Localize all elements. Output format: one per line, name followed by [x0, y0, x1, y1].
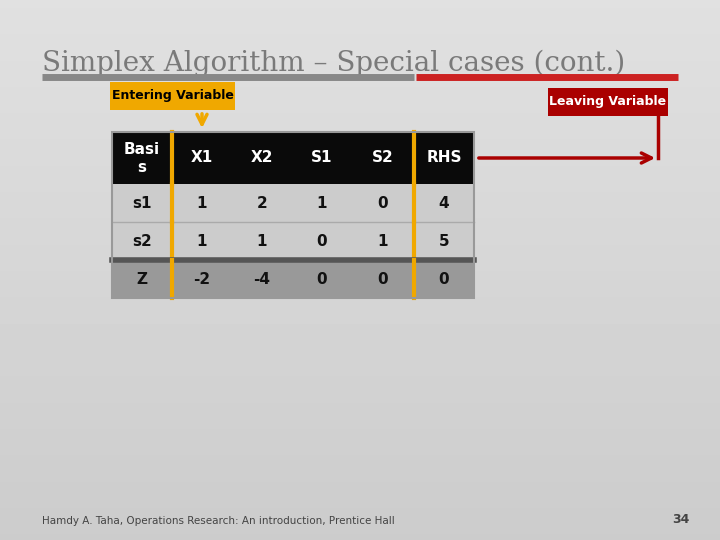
- Text: Hamdy A. Taha, Operations Research: An introduction, Prentice Hall: Hamdy A. Taha, Operations Research: An i…: [42, 516, 395, 526]
- Text: 0: 0: [317, 233, 328, 248]
- FancyBboxPatch shape: [110, 82, 235, 110]
- Text: S1: S1: [311, 151, 333, 165]
- Text: Entering Variable: Entering Variable: [112, 90, 233, 103]
- FancyBboxPatch shape: [548, 88, 668, 116]
- Text: 2: 2: [256, 195, 267, 211]
- Text: s2: s2: [132, 233, 152, 248]
- Text: s1: s1: [132, 195, 152, 211]
- Text: 5: 5: [438, 233, 449, 248]
- Text: -2: -2: [194, 272, 210, 287]
- Text: -4: -4: [253, 272, 271, 287]
- Text: S2: S2: [372, 151, 394, 165]
- Text: 0: 0: [378, 195, 388, 211]
- Text: 1: 1: [257, 233, 267, 248]
- Text: 0: 0: [378, 272, 388, 287]
- Text: Basi: Basi: [124, 143, 160, 158]
- Text: s: s: [138, 159, 146, 174]
- Text: 34: 34: [672, 513, 690, 526]
- Text: 0: 0: [438, 272, 449, 287]
- Text: 1: 1: [317, 195, 328, 211]
- Text: Z: Z: [137, 272, 148, 287]
- Text: Simplex Algorithm – Special cases (cont.): Simplex Algorithm – Special cases (cont.…: [42, 50, 625, 77]
- Text: 1: 1: [197, 233, 207, 248]
- FancyBboxPatch shape: [112, 132, 474, 184]
- Text: RHS: RHS: [426, 151, 462, 165]
- FancyBboxPatch shape: [112, 222, 474, 260]
- Text: 4: 4: [438, 195, 449, 211]
- Text: 0: 0: [317, 272, 328, 287]
- Text: X1: X1: [191, 151, 213, 165]
- Text: 1: 1: [197, 195, 207, 211]
- FancyBboxPatch shape: [112, 260, 474, 298]
- Text: 1: 1: [378, 233, 388, 248]
- FancyBboxPatch shape: [112, 184, 474, 222]
- Text: Leaving Variable: Leaving Variable: [549, 96, 667, 109]
- Text: X2: X2: [251, 151, 274, 165]
